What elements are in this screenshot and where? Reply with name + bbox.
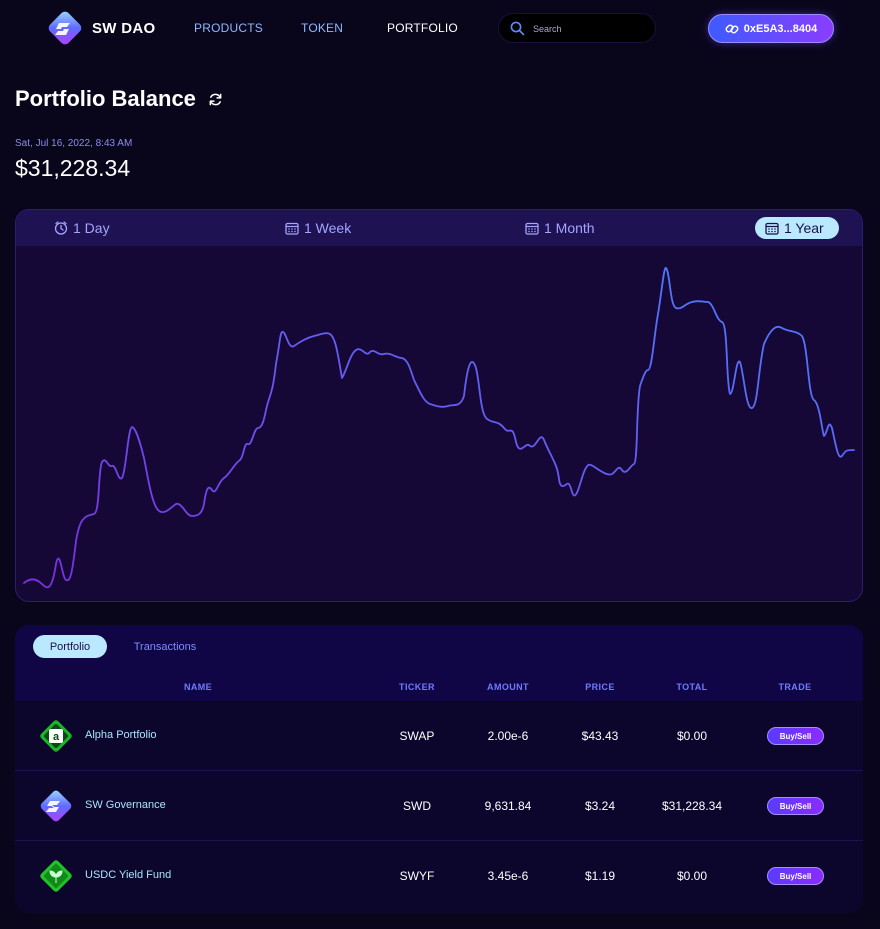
balance-line bbox=[23, 267, 855, 589]
calendar-icon bbox=[525, 222, 539, 235]
amount-cell: 2.00e-6 bbox=[487, 729, 529, 743]
holdings-card: Portfolio Transactions NAME TICKER AMOUN… bbox=[15, 625, 863, 913]
price-cell: $1.19 bbox=[584, 869, 616, 883]
balance-chart-card: 1 Day 1 Week 1 Month bbox=[15, 209, 863, 602]
search-icon bbox=[510, 21, 525, 36]
tab-1-year-label: 1 Year bbox=[784, 220, 824, 236]
tab-1-day[interactable]: 1 Day bbox=[44, 217, 120, 239]
top-nav-bar: SW DAO PRODUCTS TOKEN PORTFOLIO 0xE5A3..… bbox=[0, 0, 880, 58]
balance-title-row: Portfolio Balance bbox=[15, 86, 223, 112]
token-name[interactable]: SW Governance bbox=[85, 799, 166, 811]
portfolio-tab-strip: Portfolio Transactions bbox=[15, 625, 863, 673]
total-cell: $0.00 bbox=[676, 869, 708, 883]
price-cell: $43.43 bbox=[581, 729, 619, 743]
amount-cell: 3.45e-6 bbox=[487, 869, 529, 883]
token-name[interactable]: Alpha Portfolio bbox=[85, 729, 157, 741]
token-name[interactable]: USDC Yield Fund bbox=[85, 869, 172, 881]
table-row: SW Governance SWD 9,631.84 $3.24 $31,228… bbox=[15, 771, 863, 841]
column-total-header: TOTAL bbox=[676, 682, 708, 692]
calendar-icon bbox=[285, 222, 299, 235]
search-input[interactable] bbox=[533, 20, 648, 38]
ticker-cell: SWD bbox=[403, 799, 431, 813]
link-icon bbox=[725, 24, 739, 33]
wallet-address: 0xE5A3...8404 bbox=[743, 22, 818, 35]
brand-name: SW DAO bbox=[92, 20, 156, 37]
tab-transactions[interactable]: Transactions bbox=[133, 640, 197, 653]
wallet-button[interactable]: 0xE5A3...8404 bbox=[708, 14, 834, 43]
tab-1-week-label: 1 Week bbox=[304, 220, 352, 236]
price-cell: $3.24 bbox=[584, 799, 616, 813]
total-cell: $0.00 bbox=[676, 729, 708, 743]
buy-sell-button[interactable]: Buy/Sell bbox=[767, 727, 824, 745]
nav-products[interactable]: PRODUCTS bbox=[194, 21, 263, 35]
column-trade-header: TRADE bbox=[778, 682, 812, 692]
usdc-yield-fund-icon bbox=[40, 860, 72, 892]
column-ticker-header: TICKER bbox=[399, 682, 435, 692]
buy-sell-button[interactable]: Buy/Sell bbox=[767, 867, 824, 885]
table-row: a Alpha Portfolio SWAP 2.00e-6 $43.43 $0… bbox=[15, 701, 863, 771]
tab-1-day-label: 1 Day bbox=[73, 220, 110, 236]
tab-portfolio[interactable]: Portfolio bbox=[33, 635, 107, 658]
tab-1-month-label: 1 Month bbox=[544, 220, 595, 236]
total-cell: $31,228.34 bbox=[661, 799, 723, 813]
calendar-icon bbox=[765, 222, 779, 235]
sw-governance-icon bbox=[40, 790, 72, 822]
tab-1-month[interactable]: 1 Month bbox=[515, 217, 605, 239]
nav-portfolio[interactable]: PORTFOLIO bbox=[387, 21, 458, 35]
nav-token[interactable]: TOKEN bbox=[301, 21, 344, 35]
search-bar bbox=[498, 13, 656, 43]
ticker-cell: SWYF bbox=[399, 869, 435, 883]
clock-icon bbox=[54, 221, 68, 235]
balance-timestamp: Sat, Jul 16, 2022, 8:43 AM bbox=[15, 138, 133, 149]
alpha-portfolio-icon: a bbox=[40, 720, 72, 752]
tab-1-year[interactable]: 1 Year bbox=[755, 217, 839, 239]
column-amount-header: AMOUNT bbox=[487, 682, 529, 692]
table-header: NAME TICKER AMOUNT PRICE TOTAL TRADE bbox=[15, 673, 863, 701]
svg-text:a: a bbox=[53, 731, 60, 743]
column-name-header: NAME bbox=[183, 682, 213, 692]
sw-dao-logo[interactable] bbox=[46, 9, 84, 47]
column-price-header: PRICE bbox=[585, 682, 615, 692]
buy-sell-button[interactable]: Buy/Sell bbox=[767, 797, 824, 815]
amount-cell: 9,631.84 bbox=[484, 799, 532, 813]
tab-1-week[interactable]: 1 Week bbox=[275, 217, 361, 239]
table-row: USDC Yield Fund SWYF 3.45e-6 $1.19 $0.00… bbox=[15, 841, 863, 911]
ticker-cell: SWAP bbox=[399, 729, 435, 743]
page-title: Portfolio Balance bbox=[15, 86, 196, 111]
range-tabs: 1 Day 1 Week 1 Month bbox=[16, 210, 862, 246]
balance-value: $31,228.34 bbox=[15, 155, 131, 181]
refresh-icon[interactable] bbox=[208, 92, 223, 107]
balance-line-chart bbox=[23, 267, 855, 589]
